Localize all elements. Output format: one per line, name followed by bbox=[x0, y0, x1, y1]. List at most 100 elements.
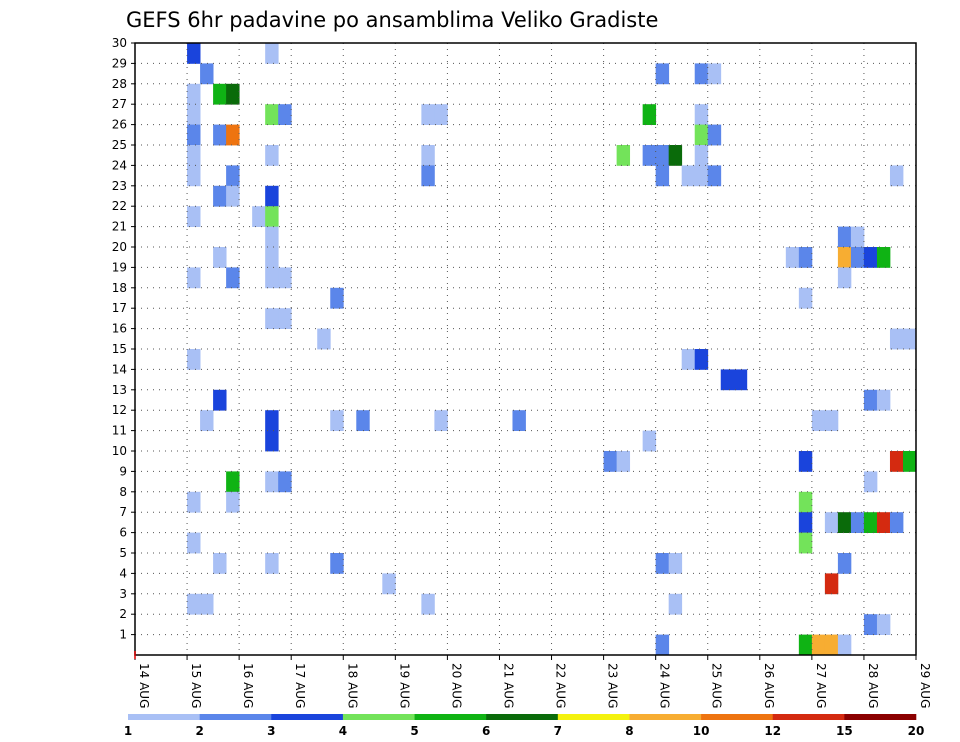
chart-title: GEFS 6hr padavine po ansamblima Veliko G… bbox=[126, 8, 658, 32]
heatmap-cell bbox=[187, 267, 201, 289]
heatmap-cell bbox=[616, 451, 631, 472]
colorbar-segment bbox=[629, 714, 702, 720]
heatmap-cell bbox=[863, 512, 878, 533]
x-tick-label: 24 AUG bbox=[658, 663, 672, 708]
y-tick-label: 1 bbox=[119, 628, 127, 642]
colorbar-segment bbox=[844, 714, 917, 720]
heatmap-cell bbox=[889, 451, 904, 472]
heatmap-cell bbox=[187, 83, 201, 105]
heatmap-cell bbox=[330, 553, 344, 574]
heatmap-cell bbox=[655, 145, 670, 166]
heatmap-cell bbox=[824, 410, 839, 431]
heatmap-cell bbox=[616, 145, 631, 166]
heatmap-cell bbox=[876, 389, 891, 411]
x-tick-label: 29 AUG bbox=[918, 663, 932, 708]
colorbar-label: 15 bbox=[836, 724, 853, 738]
y-tick-label: 10 bbox=[112, 444, 127, 458]
y-tick-label: 17 bbox=[112, 301, 127, 315]
heatmap-cell bbox=[681, 349, 696, 370]
heatmap-cell bbox=[265, 247, 279, 268]
heatmap-cell bbox=[187, 43, 201, 64]
heatmap-cell bbox=[226, 267, 240, 289]
heatmap-cell bbox=[278, 267, 292, 289]
heatmap-cell bbox=[694, 63, 709, 85]
heatmap-cell bbox=[824, 573, 839, 595]
heatmap-cell bbox=[265, 145, 279, 166]
heatmap-cell bbox=[434, 104, 448, 125]
heatmap-cell bbox=[876, 512, 891, 533]
heatmap-cell bbox=[850, 226, 865, 248]
heatmap-cell bbox=[707, 165, 722, 187]
x-tick-label: 19 AUG bbox=[397, 663, 411, 708]
heatmap-cell bbox=[655, 634, 670, 656]
heatmap-cell bbox=[187, 104, 201, 125]
x-tick-label: 16 AUG bbox=[241, 663, 255, 708]
heatmap-cell bbox=[187, 145, 201, 166]
heatmap-cell bbox=[876, 614, 891, 635]
y-tick-label: 22 bbox=[112, 199, 127, 213]
heatmap-cell bbox=[642, 104, 657, 125]
y-tick-label: 18 bbox=[112, 281, 127, 295]
y-tick-label: 14 bbox=[112, 362, 127, 376]
heatmap-cell bbox=[421, 145, 435, 166]
colorbar-label: 8 bbox=[625, 724, 633, 738]
x-tick-label: 28 AUG bbox=[866, 663, 880, 708]
x-tick-label: 25 AUG bbox=[710, 663, 724, 708]
colorbar-segment bbox=[486, 714, 559, 720]
heatmap-cell bbox=[720, 369, 735, 391]
heatmap-cell bbox=[642, 430, 657, 452]
heatmap-cell bbox=[382, 573, 396, 595]
colorbar-segment bbox=[342, 714, 415, 720]
colorbar-label: 1 bbox=[124, 724, 132, 738]
heatmap-cell bbox=[798, 491, 813, 513]
colorbar-segment bbox=[414, 714, 487, 720]
y-tick-label: 19 bbox=[112, 260, 127, 274]
heatmap-cell bbox=[330, 410, 344, 431]
heatmap-cell bbox=[187, 165, 201, 187]
colorbar-label: 6 bbox=[482, 724, 490, 738]
y-tick-label: 20 bbox=[112, 240, 127, 254]
heatmap-cell bbox=[265, 267, 279, 289]
y-tick-label: 27 bbox=[112, 97, 127, 111]
y-tick-label: 9 bbox=[119, 464, 127, 478]
x-tick-label: 22 AUG bbox=[554, 663, 568, 708]
heatmap-cell bbox=[213, 185, 227, 207]
heatmap-cell bbox=[668, 145, 683, 166]
heatmap-cell bbox=[798, 512, 813, 533]
heatmap-cell bbox=[265, 471, 279, 493]
heatmap-cell bbox=[356, 410, 370, 431]
heatmap-cell bbox=[850, 512, 865, 533]
heatmap-cell bbox=[681, 165, 696, 187]
heatmap-cell bbox=[798, 247, 813, 268]
heatmap-cell bbox=[187, 532, 201, 554]
heatmap-cell bbox=[668, 593, 683, 615]
heatmap-cell bbox=[265, 43, 279, 64]
heatmap-cell bbox=[837, 553, 852, 574]
heatmap-cell bbox=[837, 226, 852, 248]
heatmap-cell bbox=[252, 206, 266, 227]
colorbar-label: 10 bbox=[693, 724, 710, 738]
x-tick-label: 17 AUG bbox=[293, 663, 307, 708]
heatmap-cell bbox=[694, 165, 709, 187]
y-tick-label: 3 bbox=[119, 587, 127, 601]
y-tick-label: 28 bbox=[112, 77, 127, 91]
colorbar-label: 4 bbox=[339, 724, 347, 738]
y-tick-label: 8 bbox=[119, 485, 127, 499]
heatmap-cell bbox=[213, 553, 227, 574]
y-tick-label: 2 bbox=[119, 607, 127, 621]
heatmap-cell bbox=[512, 410, 526, 431]
heatmap-cell bbox=[265, 430, 279, 452]
x-tick-label: 23 AUG bbox=[606, 663, 620, 708]
heatmap-cell bbox=[265, 185, 279, 207]
colorbar-segment bbox=[128, 714, 200, 720]
heatmap-cell bbox=[642, 145, 657, 166]
y-tick-label: 5 bbox=[119, 546, 127, 560]
y-tick-label: 15 bbox=[112, 342, 127, 356]
heatmap-cell bbox=[213, 124, 227, 146]
heatmap-cell bbox=[798, 532, 813, 554]
heatmap-cell bbox=[226, 124, 240, 146]
y-tick-label: 26 bbox=[112, 118, 127, 132]
heatmap-cell bbox=[902, 328, 917, 350]
y-tick-label: 4 bbox=[119, 566, 127, 580]
heatmap-cell bbox=[278, 104, 292, 125]
